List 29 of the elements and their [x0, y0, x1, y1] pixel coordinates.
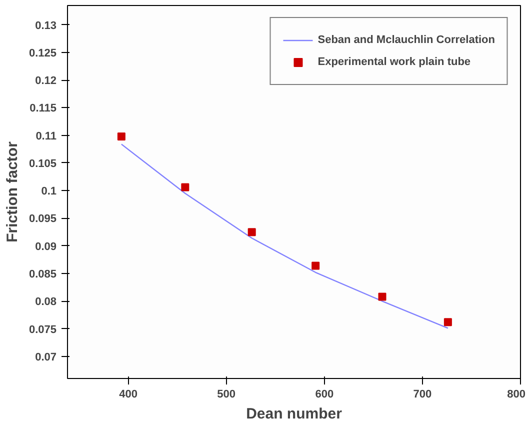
point: [312, 262, 320, 270]
point: [378, 292, 386, 301]
point: [444, 318, 452, 326]
y-tick-label: 0.08: [35, 296, 57, 308]
y-tick-label: 0.115: [30, 102, 56, 115]
x-tick-label: 600: [315, 388, 334, 400]
y-tick-label: 0.075: [28, 324, 57, 336]
y-axis-title: Friction factor: [4, 141, 21, 242]
point: [117, 132, 126, 140]
y-tick-label: 0.095: [28, 213, 57, 226]
x-axis-title: Dean number: [246, 406, 342, 422]
point: [248, 228, 256, 236]
y-tick-label: 0.125: [28, 47, 57, 60]
y-tick-label: 0.105: [28, 158, 57, 170]
point: [181, 183, 190, 192]
y-tick-label: 0.11: [36, 130, 57, 142]
x-tick-label: 800: [507, 388, 526, 400]
line-series: [120, 144, 449, 329]
legend-label: Experimental work plain tube: [318, 56, 471, 68]
x-tick-label: 500: [217, 388, 236, 400]
legend-label: Seban and Mclauchlin Correlation: [318, 34, 495, 46]
y-tick-label: 0.1: [41, 186, 57, 198]
y-tick-label: 0.13: [35, 20, 57, 32]
x-tick-label: 400: [119, 388, 138, 400]
y-tick-label: 0.12: [35, 75, 57, 88]
y-tick-label: 0.09: [35, 240, 57, 253]
y-tick-label: 0.07: [35, 351, 57, 364]
y-tick-label: 0.085: [28, 268, 57, 281]
x-tick-label: 700: [413, 388, 432, 400]
